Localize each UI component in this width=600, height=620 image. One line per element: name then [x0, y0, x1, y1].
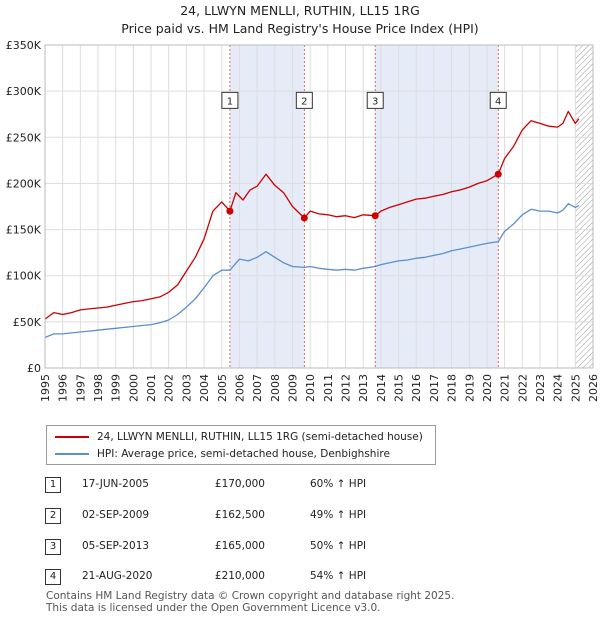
transaction-date: 05-SEP-2013: [82, 540, 150, 552]
x-tick-label: 2015: [393, 374, 406, 402]
transaction-row: 2 02-SEP-2009 £162,500 49% ↑ HPI: [0, 506, 600, 528]
marker-label: 2: [301, 96, 307, 107]
x-tick-label: 2009: [286, 374, 299, 402]
transaction-price: £162,500: [214, 509, 265, 521]
x-tick-label: 2023: [534, 374, 547, 402]
price-chart: £0 £50K £100K £150K £200K £250K £300K £350K 1995…: [6, 39, 600, 402]
legend-label-property: 24, LLWYN MENLLI, RUTHIN, LL15 1RG (semi…: [97, 431, 423, 443]
transaction-row: 1 17-JUN-2005 £170,000 60% ↑ HPI: [0, 475, 600, 497]
x-tick-label: 2004: [198, 374, 211, 402]
plot-frame: [44, 44, 594, 369]
x-tick-label: 2014: [375, 374, 388, 402]
x-tick-label: 2020: [481, 374, 494, 402]
x-tick-label: 2002: [163, 374, 176, 402]
legend-label-hpi: HPI: Average price, semi-detached house,…: [97, 448, 390, 460]
transaction-hpi: 49% ↑ HPI: [310, 509, 367, 521]
transaction-price: £210,000: [214, 570, 265, 582]
y-tick-label: £150K: [6, 224, 42, 237]
x-tick-label: 2025: [569, 374, 582, 402]
x-tick-label: 2013: [357, 374, 370, 402]
chart-title: 24, LLWYN MENLLI, RUTHIN, LL15 1RG: [180, 3, 420, 18]
transaction-hpi: 54% ↑ HPI: [310, 570, 367, 582]
legend-item-hpi: HPI: Average price, semi-detached house,…: [55, 446, 390, 462]
transaction-badge: 1: [45, 477, 61, 493]
legend-swatch-hpi: [55, 453, 89, 455]
marker-box: [366, 91, 384, 109]
transaction-date: 17-JUN-2005: [82, 478, 149, 490]
legend-item-property: 24, LLWYN MENLLI, RUTHIN, LL15 1RG (semi…: [55, 429, 423, 445]
sale-point: [371, 212, 379, 220]
transaction-row: 4 21-AUG-2020 £210,000 54% ↑ HPI: [0, 567, 600, 589]
x-tick-label: 2008: [269, 374, 282, 402]
x-tick-label: 2011: [322, 374, 335, 402]
x-tick-label: 1996: [57, 374, 70, 402]
x-tick-label: 1997: [74, 374, 87, 402]
x-tick-label: 2017: [428, 374, 441, 402]
marker-label: 4: [495, 96, 501, 107]
transaction-hpi: 60% ↑ HPI: [310, 478, 367, 490]
x-tick-label: 2001: [145, 374, 158, 402]
transaction-date: 02-SEP-2009: [82, 509, 150, 521]
x-tick-label: 2019: [463, 374, 476, 402]
y-tick-label: £200K: [6, 177, 42, 190]
marker-box: [489, 91, 507, 109]
marker-box: [221, 91, 239, 109]
x-tick-label: 2012: [340, 374, 353, 402]
transaction-badge: 2: [45, 508, 61, 524]
y-tick-label: £350K: [6, 39, 42, 52]
y-tick-label: £50K: [13, 316, 42, 329]
shaded-period: [375, 45, 499, 368]
x-tick-label: 2007: [251, 374, 264, 402]
x-tick-label: 2006: [233, 374, 246, 402]
x-tick-label: 2026: [587, 374, 600, 402]
x-tick-label: 2018: [446, 374, 459, 402]
property-price-line: [44, 110, 580, 320]
plot-area: [45, 45, 593, 368]
footer-license: This data is licensed under the Open Gov…: [46, 602, 381, 614]
marker-label: 3: [372, 96, 378, 107]
x-tick-label: 2016: [410, 374, 423, 402]
transaction-hpi: 50% ↑ HPI: [310, 540, 367, 552]
sale-point: [226, 207, 234, 215]
marker-label: 1: [227, 96, 233, 107]
transaction-price: £165,000: [214, 540, 265, 552]
x-tick-label: 2005: [216, 374, 229, 402]
transaction-price: £170,000: [214, 478, 265, 490]
legend: 24, LLWYN MENLLI, RUTHIN, LL15 1RG (semi…: [46, 425, 436, 465]
marker-box: [295, 91, 313, 109]
x-tick-label: 1995: [39, 374, 52, 402]
transaction-badge: 4: [45, 569, 61, 585]
x-tick-label: 1998: [92, 374, 105, 402]
chart-subtitle: Price paid vs. HM Land Registry's House …: [121, 21, 479, 36]
legend-swatch-property: [55, 436, 89, 438]
x-tick-label: 2003: [180, 374, 193, 402]
transaction-badge: 3: [45, 539, 61, 555]
y-tick-label: £250K: [6, 131, 42, 144]
x-tick-label: 2010: [304, 374, 317, 402]
footer-copyright: Contains HM Land Registry data © Crown c…: [46, 590, 455, 602]
transaction-date: 21-AUG-2020: [82, 570, 153, 582]
x-tick-label: 2000: [127, 374, 140, 402]
x-tick-label: 1999: [110, 374, 123, 402]
x-tick-label: 2022: [516, 374, 529, 402]
y-tick-label: £100K: [6, 270, 42, 283]
y-tick-label: £300K: [6, 85, 42, 98]
future-hatch: [575, 45, 593, 368]
x-tick-label: 2024: [552, 374, 565, 402]
y-tick-label: £0: [27, 362, 41, 375]
sale-point: [300, 214, 308, 222]
sale-point: [494, 170, 502, 178]
x-tick-label: 2021: [499, 374, 512, 402]
transaction-row: 3 05-SEP-2013 £165,000 50% ↑ HPI: [0, 537, 600, 559]
hpi-line: [44, 203, 580, 339]
